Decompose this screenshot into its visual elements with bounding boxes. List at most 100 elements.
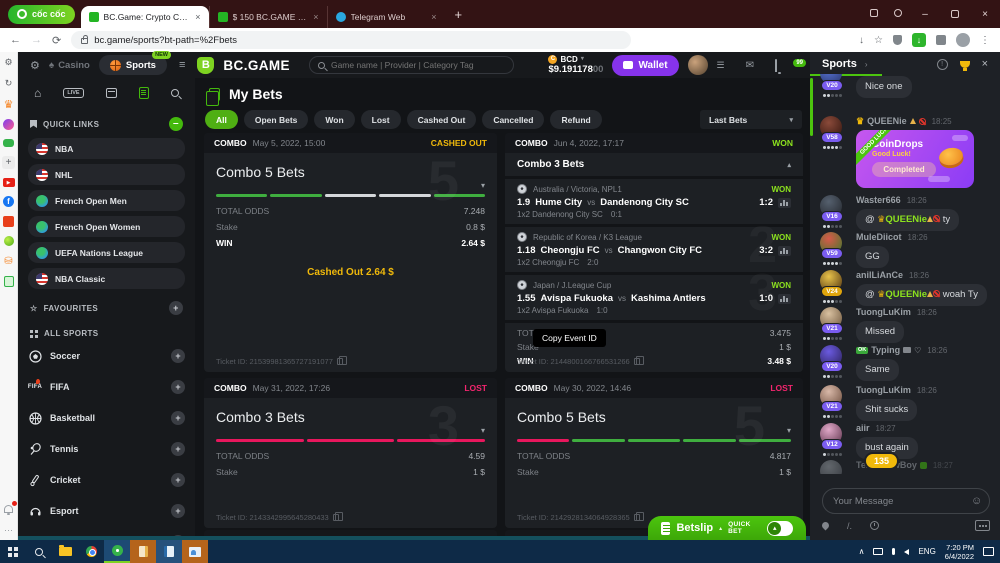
add-shortcut-icon[interactable]: + [2,156,15,169]
minimize-button[interactable]: – [922,8,928,20]
filter-refund[interactable]: Refund [550,110,602,129]
sidebar-item-nba[interactable]: NBA [28,138,185,159]
reload-icon[interactable]: ⟳ [52,34,62,47]
my-bets-icon[interactable] [138,87,149,99]
mention[interactable]: QUEENie [885,288,928,300]
avatar[interactable] [820,74,842,84]
notifications-bell-icon[interactable] [3,501,17,515]
expand-icon[interactable]: + [171,349,185,363]
username[interactable]: Waster666 [856,195,901,205]
chrome-icon[interactable] [78,540,104,563]
app-icon-photos[interactable] [182,540,208,563]
download-icon[interactable]: ↓ [859,34,865,46]
copy-icon[interactable] [332,512,343,521]
new-tab-button[interactable]: + [454,6,463,22]
rain-icon[interactable] [820,520,831,531]
sidebar-item-nba-classic[interactable]: NBA Classic [28,268,185,289]
collapse-chevron-icon[interactable] [787,161,791,169]
browser-profile-avatar[interactable] [956,33,970,47]
notifications-bell-icon[interactable] [775,58,777,72]
close-chat-icon[interactable]: × [981,58,988,70]
sidebar-sport-esport[interactable]: Esport + [28,500,185,522]
coindrops-card[interactable]: GOOD LUCK CoinDrops Good Luck! Completed [856,129,974,188]
profile-icon[interactable] [886,9,910,19]
facebook-icon[interactable]: f [3,196,14,207]
sidebar-sport-tennis[interactable]: Tennis + [28,438,185,460]
collapse-icon[interactable]: – [169,117,183,131]
mail-icon[interactable]: ✉ [745,59,754,71]
copy-icon[interactable] [633,356,644,365]
app-icon-book[interactable] [156,540,182,563]
taskbar-search-icon[interactable] [26,540,52,563]
coccoc-taskbar-icon[interactable] [104,540,130,563]
display-icon[interactable] [873,548,884,555]
sort-select[interactable]: Last Bets [700,110,802,129]
trophy-icon[interactable] [959,60,970,71]
rules-icon[interactable]: /. [847,520,853,531]
forward-icon[interactable]: → [31,34,42,46]
extensions-icon[interactable] [936,35,946,45]
calendar-icon[interactable] [105,88,117,98]
app-icon-document[interactable] [130,540,156,563]
coccoc-logo[interactable]: cốc cốc [8,4,75,24]
sidebar-item-french-open-men[interactable]: French Open Men [28,190,185,211]
username[interactable]: TuongLuKim [856,307,911,317]
history-icon[interactable]: ↻ [4,77,13,88]
filter-won[interactable]: Won [314,110,355,129]
bcgame-logo-icon[interactable]: B [197,56,215,74]
filter-cancelled[interactable]: Cancelled [482,110,545,129]
sheet-icon[interactable] [3,276,14,287]
filter-lost[interactable]: Lost [360,110,401,129]
shopping-icon[interactable]: ⛁ [4,255,13,267]
bet-title[interactable]: Combo 3 Bets 3 [204,398,497,454]
nav-casino[interactable]: ♠ Casino [49,60,90,71]
browser-tab-parlay[interactable]: $ 150 BC.GAME Sports Parla × [208,6,327,28]
browser-menu-icon[interactable]: ⋮ [980,34,990,46]
coccoc-download-icon[interactable]: ↓ [912,33,926,47]
sidebar-item-uefa-nations-league[interactable]: UEFA Nations League [28,242,185,263]
tab-close-icon[interactable]: × [313,12,319,22]
tab-close-icon[interactable]: × [195,12,201,22]
mention[interactable]: QUEENie [885,213,928,225]
bcgame-logo-text[interactable]: BC.GAME [223,57,290,73]
search-icon[interactable] [170,89,179,97]
message-input[interactable] [833,495,965,507]
betslip-bar[interactable]: Betslip QUICK BET [648,516,806,540]
filter-open-bets[interactable]: Open Bets [243,110,309,129]
settings-gear-icon[interactable]: ⚙ [4,56,13,67]
expand-icon[interactable]: + [171,473,185,487]
coindrops-completed-button[interactable]: Completed [872,161,936,177]
more-icon[interactable]: ⋯ [4,524,13,535]
home-icon[interactable]: ⌂ [34,86,42,100]
vip-rank-icon[interactable]: ☰ [716,59,725,70]
chat-rules-icon[interactable]: ! [936,58,948,70]
expand-icon[interactable]: + [171,442,185,456]
crown-icon[interactable]: ♛ [3,98,14,111]
bet-leg[interactable]: Australia / Victoria, NPL1 WON 1.9 Hume Ci… [505,179,803,227]
maximize-button[interactable] [940,0,970,28]
game-search[interactable] [308,56,514,74]
mic-icon[interactable] [892,548,896,555]
language-indicator[interactable]: ENG [918,547,936,556]
bet-leg[interactable]: 3 Japan / J.League Cup WON 1.55 Avispa Fuk… [505,267,803,323]
sidebar-item-french-open-women[interactable]: French Open Women [28,216,185,237]
sports-ball-icon[interactable] [3,236,14,246]
add-favourite-icon[interactable]: + [169,301,183,315]
sidebar-sport-cricket[interactable]: Cricket + [28,469,185,491]
sidebar-sport-fifa[interactable]: FIFA FIFA + [28,376,185,398]
chat-tab-sports[interactable]: Sports [822,58,857,70]
browser-tab-bcgame[interactable]: BC.Game: Crypto Casino Gam × [80,6,209,28]
expand-chevron-icon[interactable] [481,426,485,435]
username[interactable]: MuleDiicot [856,232,902,242]
stats-icon[interactable] [778,245,791,256]
bet-title[interactable]: Combo 5 Bets 5 [204,153,497,209]
wallet-button[interactable]: Wallet [612,54,679,76]
unread-count-badge[interactable]: 135 [864,452,900,470]
bet-leg[interactable]: 2 Republic of Korea / K3 League WON 1.18 C… [505,219,803,275]
username[interactable]: TuongLuKim [856,385,911,395]
back-icon[interactable]: ← [10,34,21,46]
browser-tab-telegram[interactable]: Telegram Web × [326,6,445,28]
live-icon[interactable]: LIVE [63,88,84,98]
bet-title[interactable]: Combo 5 Bets 5 [505,398,803,454]
user-avatar[interactable] [687,55,708,75]
